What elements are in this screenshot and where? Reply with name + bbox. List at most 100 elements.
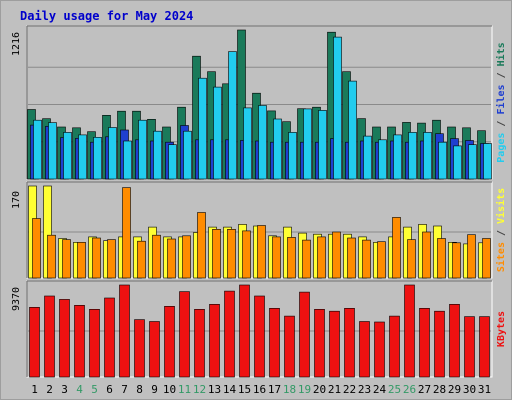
bar-kbytes-day-14 [224,290,235,378]
day-label-23: 23 [358,383,371,396]
bar-sites-day-20 [317,236,326,279]
day-label-1: 1 [31,383,38,396]
day-label-20: 20 [313,383,326,396]
bar-sites-day-9 [152,234,161,279]
day-label-4: 4 [76,383,83,396]
bar-kbytes-day-31 [479,316,490,378]
bar-pages-day-5 [93,137,102,180]
bar-sites-day-19 [302,239,311,279]
bar-kbytes-day-12 [194,308,205,378]
bar-kbytes-day-6 [104,297,115,378]
day-label-13: 13 [208,383,221,396]
legend-part-1: / [496,115,507,133]
bar-kbytes-day-25 [389,315,400,378]
bar-kbytes-day-22 [344,307,355,378]
day-label-15: 15 [238,383,251,396]
bar-sites-day-18 [287,237,296,279]
bar-sites-day-17 [272,236,281,279]
bar-pages-day-2 [48,122,57,180]
day-label-3: 3 [61,383,68,396]
bar-sites-day-27 [422,231,431,279]
bar-kbytes-day-5 [89,308,100,378]
bar-kbytes-day-26 [404,284,415,378]
bar-kbytes-day-29 [449,303,460,378]
day-label-5: 5 [91,383,98,396]
panel-top-legend: Pages / Files / Hits [495,42,507,162]
bar-kbytes-day-7 [119,284,130,378]
day-label-22: 22 [343,383,356,396]
bar-pages-day-13 [213,86,222,180]
day-label-24: 24 [373,383,387,396]
legend-part-2: Files [495,84,507,114]
bar-kbytes-day-24 [374,321,385,378]
panel-bottom-legend: KBytes [496,311,507,347]
bar-pages-day-12 [198,77,207,180]
bar-pages-day-19 [303,108,312,180]
bar-sites-day-28 [437,238,446,279]
panel-middle-max-label: 170 [11,191,22,209]
day-label-31: 31 [478,383,491,396]
panel-bottom-max-label: 9370 [11,287,22,311]
legend-part-4: Hits [495,42,507,66]
bar-sites-day-8 [137,240,146,279]
bar-sites-day-2 [47,234,56,279]
panel-top-max-label: 1216 [11,32,22,56]
bar-kbytes-day-8 [134,319,145,378]
bar-kbytes-day-20 [314,308,325,378]
day-label-8: 8 [136,383,143,396]
day-labels: 1 2 3 4 5 6 7 8 9 10 11 12 13 14 15 16 17 18 19 20 21 22 23 24 2… [31,383,491,396]
bar-pages-day-23 [363,135,372,180]
chart-title: Daily usage for May 2024 [20,9,193,23]
bar-pages-day-3 [63,132,72,180]
chart-panels: 1216 Pages / Files / Hits 170 Sites / Visit… [11,25,507,378]
bar-pages-day-24 [378,139,387,180]
bar-pages-day-14 [228,51,237,180]
bar-kbytes-day-9 [149,321,160,378]
bar-sites-day-12 [197,212,206,279]
bar-pages-day-9 [153,130,162,180]
bar-kbytes-day-13 [209,303,220,378]
day-label-25: 25 [388,383,401,396]
bar-kbytes-day-11 [179,291,190,378]
legend-part-0: KBytes [496,311,507,347]
bar-sites-day-30 [467,234,476,279]
bar-kbytes-day-4 [74,304,85,378]
bar-sites-day-5 [92,237,101,279]
bar-sites-day-23 [362,239,371,279]
bar-kbytes-day-21 [329,310,340,378]
day-label-10: 10 [163,383,176,396]
bar-kbytes-day-10 [164,305,175,378]
bar-sites-day-15 [242,230,251,279]
day-label-21: 21 [328,383,341,396]
legend-part-0: Sites [495,242,507,272]
bar-pages-day-21 [333,36,342,180]
bar-pages-day-27 [423,132,432,180]
day-label-11: 11 [178,383,191,396]
bar-sites-day-22 [347,237,356,279]
legend-part-2: Visits [495,188,507,224]
bar-kbytes-day-1 [29,306,40,378]
bar-sites-day-1 [32,218,41,279]
day-label-7: 7 [121,383,128,396]
bar-pages-day-1 [33,119,42,180]
bar-sites-day-11 [182,235,191,279]
bar-kbytes-day-19 [299,291,310,378]
day-label-30: 30 [463,383,476,396]
bar-kbytes-day-2 [44,295,55,378]
bar-sites-day-3 [62,239,71,279]
bar-sites-day-21 [332,231,341,279]
bar-sites-day-4 [77,242,86,279]
bar-pages-day-20 [318,110,327,180]
bar-pages-day-22 [348,80,357,180]
day-label-16: 16 [253,383,266,396]
bar-sites-day-14 [227,229,236,279]
bar-pages-day-17 [273,118,282,180]
bar-pages-day-7 [123,140,132,180]
bar-kbytes-day-17 [269,307,280,378]
bar-kbytes-day-3 [59,299,70,378]
day-label-18: 18 [283,383,296,396]
bar-sites-day-26 [407,239,416,279]
day-label-19: 19 [298,383,311,396]
bar-pages-day-25 [393,134,402,180]
